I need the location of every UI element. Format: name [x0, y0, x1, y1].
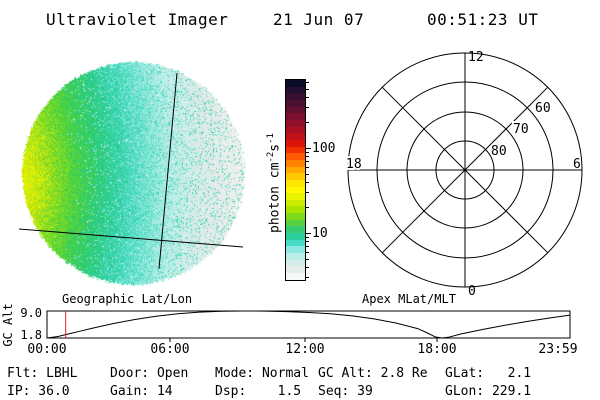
status-dsp: Dsp: 1.5: [215, 384, 301, 399]
status-glon: GLon: 229.1: [445, 384, 531, 399]
polar-mlat-label-80: 80: [491, 144, 507, 159]
x-tick-label-1200: 12:00: [285, 342, 324, 357]
x-tick-label-2359: 23:59: [538, 342, 577, 357]
colorbar-unit-mid: s: [267, 144, 282, 152]
disk-grid-overlay: [19, 59, 247, 289]
status-gain: Gain: 14: [110, 384, 173, 399]
chart-annotation-right: Apex MLat/MLT: [362, 292, 456, 306]
colorbar-unit-label: photon cm-2s-1: [266, 103, 284, 263]
polar-mlat-label-70: 70: [513, 122, 529, 137]
colorbar-tick-label-100: 100: [312, 141, 335, 156]
y-axis-label: GC Alt: [1, 303, 15, 346]
altitude-curve: [47, 311, 570, 338]
colorbar-unit-exp1: -1: [266, 133, 276, 144]
colorbar-tick-label-10: 10: [312, 226, 328, 241]
status-ip: IP: 36.0: [7, 384, 70, 399]
y-tick-label-9: 9.0: [20, 306, 42, 320]
apex-mlat-mlt-polar-grid: 12 18 6 0 60 70 80: [340, 40, 590, 296]
status-seq: Seq: 39: [318, 384, 373, 399]
polar-mlt-label-18: 18: [346, 157, 362, 172]
status-flt: Flt: LBHL: [7, 366, 77, 381]
status-door: Door: Open: [110, 366, 188, 381]
chart-annotation-left: Geographic Lat/Lon: [62, 292, 192, 306]
orbit-altitude-chart: Geographic Lat/Lon Apex MLat/MLT 9.0 1.8…: [0, 288, 600, 360]
polar-mlat-label-60: 60: [535, 101, 551, 116]
status-glat: GLat: 2.1: [445, 366, 531, 381]
time-label: 00:51:23 UT: [427, 10, 538, 29]
polar-mlt-label-6: 6: [573, 157, 581, 172]
geographic-grid-line-vertical: [159, 73, 177, 269]
polar-mlt-label-12: 12: [468, 50, 484, 65]
x-tick-label-1800: 18:00: [417, 342, 456, 357]
app-title: Ultraviolet Imager: [46, 10, 228, 29]
colorbar: [285, 79, 306, 281]
geographic-grid-line-horizontal: [19, 229, 243, 247]
y-tick-label-1.8: 1.8: [20, 328, 42, 342]
date-label: 21 Jun 07: [273, 10, 364, 29]
colorbar-unit-exp2: -2: [266, 152, 276, 163]
chart-frame: [47, 311, 570, 338]
status-mode: Mode: Normal: [215, 366, 309, 381]
x-tick-label-0000: 00:00: [27, 342, 66, 357]
status-gc-alt: GC Alt: 2.8 Re: [318, 366, 428, 381]
colorbar-unit-main: photon cm: [267, 163, 282, 233]
uvi-quicklook-window: Ultraviolet Imager 21 Jun 07 00:51:23 UT…: [0, 0, 600, 400]
x-tick-label-0600: 06:00: [150, 342, 189, 357]
